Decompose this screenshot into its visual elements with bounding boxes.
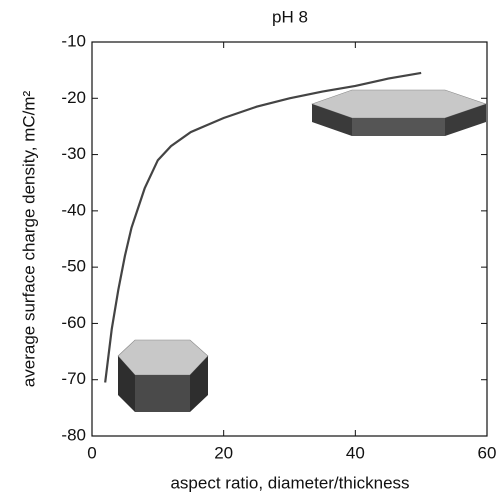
y-tick-label: -30	[61, 144, 86, 163]
plot-frame	[91, 41, 488, 437]
x-tick-label: 0	[87, 443, 96, 462]
y-tick-label: -70	[61, 369, 86, 388]
y-tick-label: -50	[61, 257, 86, 276]
chart-title: pH 8	[272, 7, 308, 26]
x-axis-label: aspect ratio, diameter/thickness	[170, 473, 409, 492]
y-tick-label: -20	[61, 88, 86, 107]
x-tick-label: 20	[214, 443, 233, 462]
y-tick-label: -80	[61, 425, 86, 444]
y-axis-label: average surface charge density, mC/m²	[19, 90, 38, 387]
x-tick-label: 60	[478, 443, 497, 462]
y-tick-label: -10	[61, 31, 86, 50]
line	[104, 71, 422, 383]
y-tick-label: -40	[61, 200, 86, 219]
prism-small	[117, 339, 209, 412]
prism-large	[311, 89, 487, 136]
y-tick-label: -60	[61, 313, 86, 332]
x-tick-label: 40	[346, 443, 365, 462]
